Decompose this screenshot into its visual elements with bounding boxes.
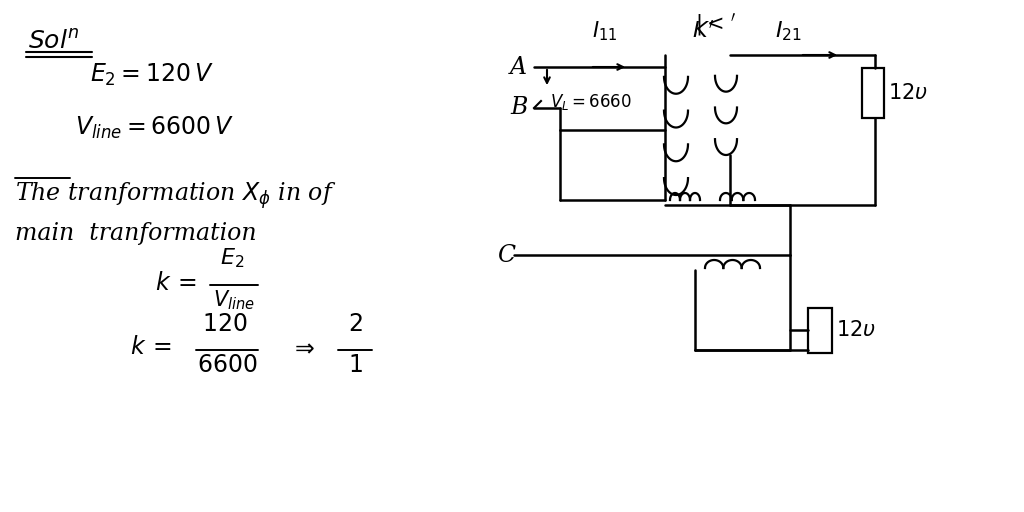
Text: $|<^{\,\prime}$: $|<^{\,\prime}$ <box>695 11 736 38</box>
Text: $k\,=$: $k\,=$ <box>130 336 171 359</box>
Text: $Sol^n$: $Sol^n$ <box>28 30 80 54</box>
Bar <box>862 68 884 118</box>
Text: $V_L = 6660$: $V_L = 6660$ <box>550 92 632 112</box>
Text: $6600$: $6600$ <box>197 354 257 377</box>
Text: main  tranformation: main tranformation <box>15 222 257 245</box>
Text: $I_{21}$: $I_{21}$ <box>775 19 802 43</box>
Text: $V_{line} = 6600\,V$: $V_{line} = 6600\,V$ <box>75 115 234 141</box>
Text: The tranformation $X_\phi$ in of: The tranformation $X_\phi$ in of <box>15 180 336 211</box>
Text: $120$: $120$ <box>203 313 248 336</box>
Text: B: B <box>510 96 527 119</box>
Text: $V_{line}$: $V_{line}$ <box>213 288 255 312</box>
Text: $k\,=$: $k\,=$ <box>155 271 197 294</box>
Text: $\Rightarrow$: $\Rightarrow$ <box>290 336 315 359</box>
Text: $2$: $2$ <box>348 313 362 336</box>
Text: $E_2 = 120\,V$: $E_2 = 120\,V$ <box>90 62 214 88</box>
Text: $E_2$: $E_2$ <box>220 246 244 270</box>
Bar <box>808 308 831 353</box>
Text: $1$: $1$ <box>347 354 362 377</box>
Text: C: C <box>497 244 515 267</box>
Text: $I_{11}$: $I_{11}$ <box>592 19 617 43</box>
Text: $K^{\prime}$: $K^{\prime}$ <box>692 21 714 43</box>
Text: A: A <box>510 55 527 78</box>
Text: $12\upsilon$: $12\upsilon$ <box>836 320 876 340</box>
Text: $12\upsilon$: $12\upsilon$ <box>888 83 928 103</box>
